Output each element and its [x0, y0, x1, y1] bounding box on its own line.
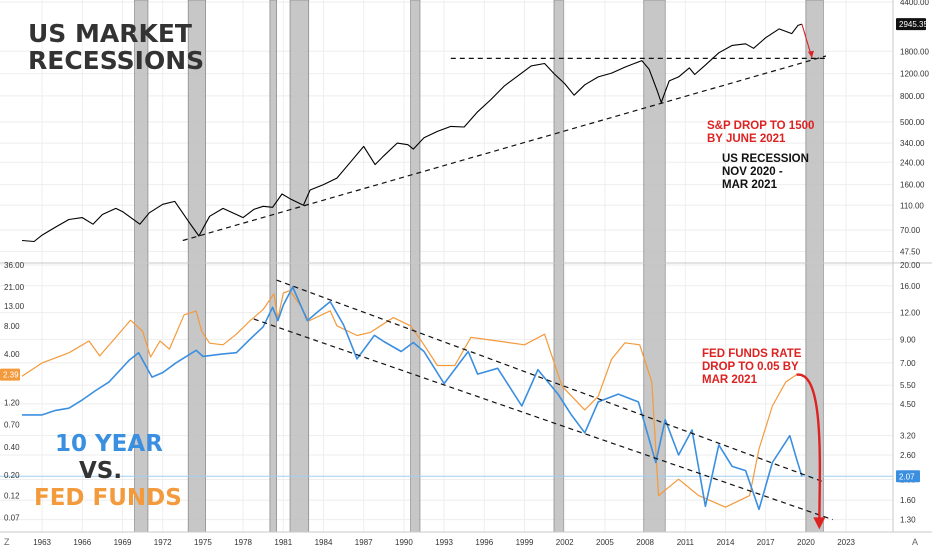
left-axis-tick: 0.12	[4, 492, 20, 501]
price-axis-tick: 500.00	[900, 118, 925, 127]
right-axis-tick: 3.20	[900, 432, 916, 441]
recession-band	[553, 0, 564, 533]
recession-note-line3: MAR 2021	[722, 179, 778, 191]
sp500-last-price-tag-text: 2945.35	[899, 20, 928, 29]
recession-note-line1: US RECESSION	[722, 153, 809, 165]
time-axis-tick: 1996	[475, 538, 493, 547]
sp500-drop-note-line2: BY JUNE 2021	[707, 133, 786, 145]
sp500-drop-note-line1: S&P DROP TO 1500	[707, 120, 814, 132]
left-axis-tick: 36.00	[4, 261, 25, 270]
fed-funds-projection-curve	[796, 373, 822, 524]
legend-vs: VS.	[79, 458, 122, 484]
right-axis-tick: 2.60	[900, 451, 916, 460]
time-axis-tick: 1966	[73, 538, 91, 547]
left-axis-tick: 0.70	[4, 420, 20, 429]
time-axis-tick: 1978	[234, 538, 252, 547]
fed-funds-note-line3: MAR 2021	[702, 374, 758, 386]
price-axis-tick: 1800.00	[900, 47, 929, 56]
series-layer	[0, 23, 893, 530]
left-axis-tick: 0.20	[4, 471, 20, 480]
left-axis-tick: 0.07	[4, 513, 20, 522]
fed-funds-note-line2: DROP TO 0.05 BY	[702, 361, 799, 373]
left-axis-tick: 0.40	[4, 443, 20, 452]
right-axis-tick: 20.00	[900, 261, 921, 270]
recession-band	[410, 0, 421, 533]
left-axis-tick: 1.20	[4, 399, 20, 408]
left-axis-tick: 21.00	[4, 283, 25, 292]
left-axis-tick: 4.00	[4, 350, 20, 359]
time-axis-tick: 2008	[636, 538, 654, 547]
right-axis-tick: 1.60	[900, 496, 916, 505]
right-axis-tick: 4.50	[900, 400, 916, 409]
right-axis-tick: 12.00	[900, 309, 921, 318]
price-axis-tick: 4400.00	[900, 0, 929, 7]
price-axis-tick: 160.00	[900, 181, 925, 190]
time-axis-tick: 1972	[154, 538, 172, 547]
recession-band	[269, 0, 277, 533]
recession-bands	[134, 0, 824, 533]
corner-left-label: Z	[4, 537, 10, 547]
time-axis-tick: 1984	[315, 538, 333, 547]
time-axis-tick: 1999	[516, 538, 534, 547]
recession-band	[187, 0, 206, 533]
legend-fed-funds: FED FUNDS	[34, 485, 182, 511]
fed-funds-projection-arrowhead	[813, 517, 826, 530]
price-axis-tick: 1200.00	[900, 70, 929, 79]
right-axis-tick: 5.50	[900, 381, 916, 390]
time-axis-tick: 2020	[797, 538, 815, 547]
left-axis-tick: 8.00	[4, 322, 20, 331]
price-axis-tick: 70.00	[900, 226, 921, 235]
ten-year-line	[22, 286, 803, 511]
time-axis-tick: 2011	[677, 538, 695, 547]
fed-funds-last-value-tag-box	[0, 368, 20, 381]
left-axis-tick: 13.00	[4, 302, 25, 311]
ten-year-last-value-tag: 2.07	[896, 470, 920, 483]
time-axis-tick: 2014	[717, 538, 735, 547]
right-axis-tick: 1.30	[900, 516, 916, 525]
sp500-projection-arrowhead	[807, 50, 814, 58]
price-axis-tick: 47.50	[900, 248, 921, 257]
time-axis-tick: 2023	[837, 538, 855, 547]
ten-year-trendline	[276, 279, 824, 483]
price-axis-tick: 240.00	[900, 158, 925, 167]
sp500-line	[21, 23, 803, 243]
recession-band	[643, 0, 666, 533]
time-axis-tick: 1993	[435, 538, 453, 547]
right-axis-tick: 7.00	[900, 359, 916, 368]
time-axis-tick: 2005	[596, 538, 614, 547]
time-axis-tick: 2002	[556, 538, 574, 547]
time-axis-tick: 1975	[194, 538, 212, 547]
time-axis-tick: 1969	[114, 538, 132, 547]
ten-year-trendline	[253, 318, 833, 521]
sp500-last-price-tag-box	[896, 18, 926, 31]
time-axis-tick: 1963	[33, 538, 51, 547]
ten-year-last-value-tag-box	[896, 470, 920, 483]
right-axis-tick: 9.00	[900, 335, 916, 344]
price-axis-tick: 110.00	[900, 201, 924, 210]
sp500-trendline	[182, 55, 827, 242]
time-axis-tick: 2017	[757, 538, 775, 547]
legend-ten-year: 10 YEAR	[55, 431, 163, 457]
chart-title-line2: RECESSIONS	[28, 46, 204, 75]
time-axis-tick: 1981	[274, 538, 292, 547]
chart-title-line1: US MARKET	[28, 19, 192, 48]
price-axis-tick: 800.00	[900, 92, 925, 101]
recession-band	[289, 0, 310, 533]
sp500-last-price-tag: 2945.35	[896, 18, 928, 31]
time-axis-tick: 1987	[355, 538, 373, 547]
time-axis-tick: 1990	[395, 538, 413, 547]
recession-note-line2: NOV 2020 -	[722, 166, 783, 178]
price-axis-tick: 340.00	[900, 139, 925, 148]
fed-funds-last-value-tag: 2.39	[0, 368, 20, 381]
right-axis-tick: 16.00	[900, 282, 921, 291]
ten-year-last-value-tag-text: 2.07	[899, 472, 915, 481]
fed-funds-last-value-tag-text: 2.39	[3, 371, 19, 380]
fed-funds-note-line1: FED FUNDS RATE	[702, 348, 802, 360]
fed-funds-line	[21, 290, 797, 508]
corner-right-label: A	[912, 537, 918, 547]
